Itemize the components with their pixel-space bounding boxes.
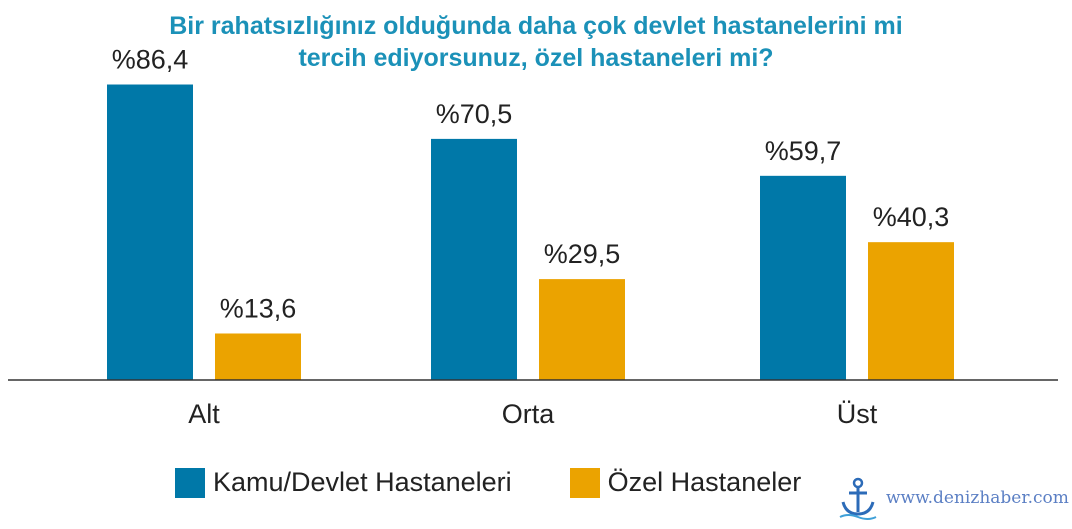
legend: Kamu/Devlet Hastaneleri Özel Hastaneler <box>175 467 859 498</box>
data-label-kamu-2: %59,7 <box>765 136 842 166</box>
legend-item-kamu: Kamu/Devlet Hastaneleri <box>175 467 512 498</box>
legend-label-kamu: Kamu/Devlet Hastaneleri <box>213 467 512 497</box>
data-label-ozel-1: %29,5 <box>544 239 621 269</box>
x-tick-label-2: Üst <box>837 399 878 429</box>
bar-ozel-0 <box>215 333 301 380</box>
legend-label-ozel: Özel Hastaneler <box>607 467 802 497</box>
bar-kamu-2 <box>760 175 846 380</box>
bar-kamu-1 <box>431 138 517 380</box>
legend-item-ozel: Özel Hastaneler <box>569 467 802 498</box>
legend-swatch-ozel <box>569 467 600 498</box>
bar-ozel-1 <box>539 279 625 380</box>
bar-chart: %86,4 %13,6 Alt %70,5 %29,5 Orta %59,7 %40,3 Üst <box>8 45 1058 429</box>
legend-swatch-kamu <box>175 467 205 498</box>
chart-title: Bir rahatsızlığınız olduğunda daha çok d… <box>0 10 1072 74</box>
data-label-kamu-0: %86,4 <box>112 45 189 75</box>
chart-title-line-1: Bir rahatsızlığınız olduğunda daha çok d… <box>169 12 903 40</box>
bar-ozel-2 <box>868 242 954 380</box>
chart-title-line-2: tercih ediyorsunuz, özel hastaneleri mi? <box>298 44 774 72</box>
bar-kamu-0 <box>107 84 193 381</box>
watermark: www.denizhaber.com <box>838 476 1069 520</box>
data-label-ozel-2: %40,3 <box>873 202 950 232</box>
x-tick-label-0: Alt <box>188 399 220 429</box>
watermark-text: www.denizhaber.com <box>886 488 1069 508</box>
anchor-icon <box>839 477 877 520</box>
x-tick-label-1: Orta <box>502 399 555 429</box>
data-label-ozel-0: %13,6 <box>220 293 297 323</box>
data-label-kamu-1: %70,5 <box>436 99 513 129</box>
